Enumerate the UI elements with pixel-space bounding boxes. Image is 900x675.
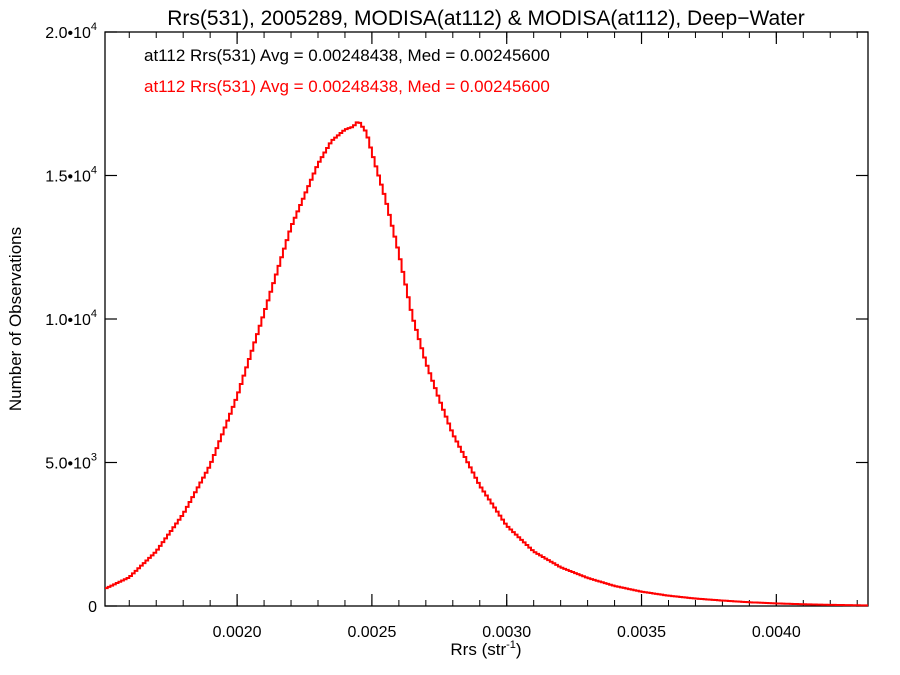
- x-tick-label: 0.0035: [617, 624, 666, 641]
- y-tick-label: 1.5•104: [45, 165, 97, 186]
- y-tick-label-base: 5.0•10: [45, 456, 91, 473]
- chart-title: Rrs(531), 2005289, MODISA(at112) & MODIS…: [167, 7, 804, 30]
- y-tick-label-base: 0: [88, 599, 97, 616]
- x-tick-label: 0.0030: [482, 624, 531, 641]
- x-tick-label: 0.0020: [213, 624, 262, 641]
- y-tick-label-base: 1.5•10: [45, 169, 91, 186]
- y-tick-label-exponent: 4: [91, 165, 97, 177]
- x-tick-label: 0.0025: [347, 624, 396, 641]
- annotation-red: at112 Rrs(531) Avg = 0.00248438, Med = 0…: [144, 77, 550, 96]
- y-tick-label: 1.0•104: [45, 308, 97, 329]
- series-layer: [105, 121, 868, 607]
- y-tick-label-exponent: 3: [91, 452, 97, 464]
- y-tick-label-exponent: 4: [91, 21, 97, 33]
- y-tick-label-base: 2.0•10: [45, 25, 91, 42]
- plot-frame: [104, 31, 869, 607]
- x-axis-label-close: ): [516, 640, 522, 659]
- annotation-black: at112 Rrs(531) Avg = 0.00248438, Med = 0…: [144, 46, 550, 65]
- y-tick-label-exponent: 4: [91, 308, 97, 320]
- x-axis-label-text: Rrs (str: [450, 640, 506, 659]
- y-tick-label-base: 1.0•10: [45, 312, 91, 329]
- x-tick-label: 0.0040: [752, 624, 801, 641]
- x-axis-label-superscript: -1: [506, 639, 516, 651]
- histogram-series-line: [105, 121, 868, 607]
- y-tick-label: 5.0•103: [45, 452, 97, 473]
- x-axis: 0.0020 0.0025 0.0030 0.0035 0.0040: [128, 32, 858, 641]
- y-tick-label: 0: [88, 599, 97, 616]
- y-axis-label: Number of Observations: [6, 227, 25, 411]
- y-tick-label: 2.0•104: [45, 21, 97, 42]
- x-axis-label: Rrs (str-1): [450, 639, 521, 659]
